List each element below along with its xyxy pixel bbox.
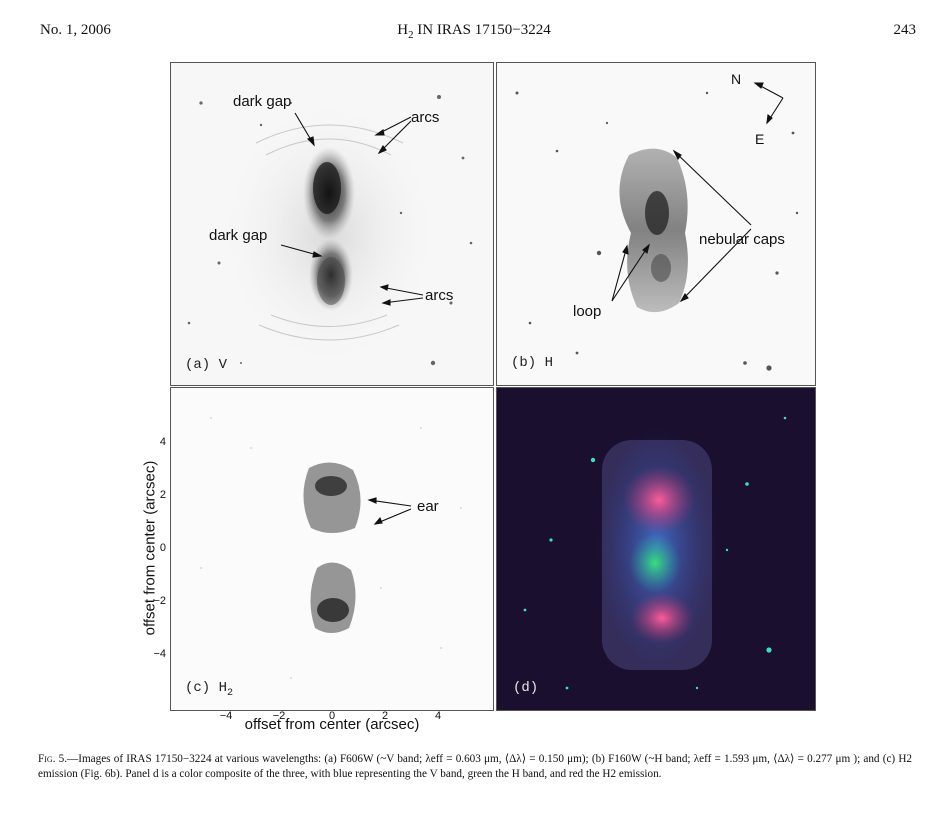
y-tick-neg4: −4 (153, 648, 166, 660)
panel-d-image (523, 416, 787, 690)
panel-c-tag: (c) H2 (185, 680, 234, 699)
panel-b-image (515, 82, 799, 371)
panel-b-h-band: N E nebular caps loop (b) H (496, 62, 816, 386)
panel-a-v-band: dark gap arcs dark gap arcs (a) V (170, 62, 494, 386)
figure-caption: Fig. 5.—Images of IRAS 17150−3224 at var… (38, 752, 912, 782)
label-loop: loop (573, 303, 602, 320)
panel-c-image (200, 417, 462, 679)
label-nebular-caps: nebular caps (699, 231, 785, 248)
y-tick-4: 4 (159, 436, 166, 448)
label-arcs-top: arcs (411, 109, 440, 126)
caption-text: —Images of IRAS 17150−3224 at various wa… (38, 753, 912, 780)
x-axis-label: offset from center (arcsec) (244, 716, 420, 733)
panel-c-h2-emission: ear (c) H2 (170, 387, 494, 711)
journal-issue: No. 1, 2006 (40, 22, 111, 38)
panel-b-tag: (b) H (511, 355, 554, 371)
x-tick-2: 2 (381, 710, 389, 722)
label-ear: ear (417, 498, 439, 515)
label-arcs-bottom: arcs (425, 287, 454, 304)
y-tick-neg2: −2 (153, 595, 166, 607)
y-tick-2: 2 (159, 489, 166, 501)
panel-d-color-composite: (d) (496, 387, 816, 711)
page-number: 243 (893, 22, 917, 38)
x-tick-neg2: −2 (272, 710, 286, 722)
label-north: N (731, 71, 742, 87)
label-dark-gap-mid: dark gap (209, 227, 268, 244)
label-east: E (755, 131, 765, 147)
label-dark-gap-top: dark gap (233, 93, 292, 110)
panel-d-tag: (d) (513, 680, 539, 696)
running-title: H2 IN IRAS 17150−3224 (397, 22, 551, 41)
panel-a-image (187, 83, 473, 383)
x-tick-0: 0 (328, 710, 336, 722)
figure-number: Fig. 5. (38, 753, 68, 765)
y-tick-0: 0 (159, 542, 166, 554)
x-tick-neg4: −4 (219, 710, 233, 722)
panel-a-tag: (a) V (185, 357, 228, 373)
x-tick-4: 4 (434, 710, 442, 722)
running-header: No. 1, 2006 H2 IN IRAS 17150−3224 243 (0, 22, 948, 42)
